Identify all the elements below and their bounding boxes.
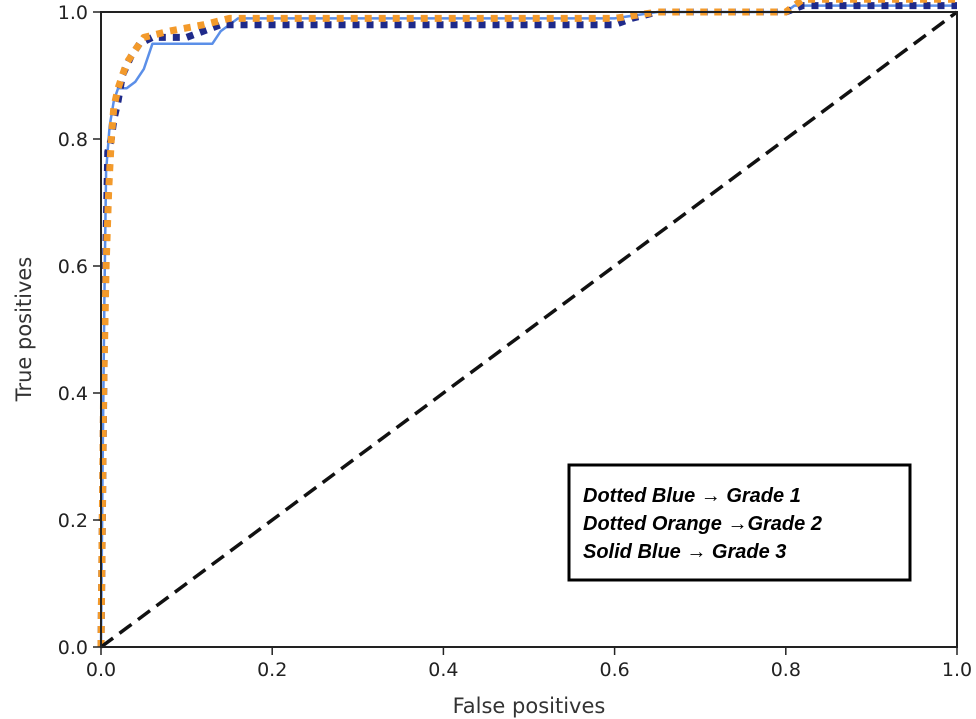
x-tick-label: 0.4 [428, 659, 458, 681]
curves-layer [97, 0, 959, 649]
y-tick-label: 0.8 [58, 129, 88, 151]
legend-box [567, 463, 912, 582]
y-tick-label: 1.0 [58, 2, 88, 24]
y-tick-label: 0.6 [58, 256, 88, 278]
legend-entry-grade-1: Dotted Blue → Grade 1 [583, 485, 801, 507]
plot-frame [100, 11, 958, 648]
x-tick-label: 0.0 [86, 659, 116, 681]
legend: Dotted Blue → Grade 1 Dotted Orange →Gra… [567, 463, 912, 582]
y-axis-title: True positives [12, 257, 36, 403]
x-tick-label: 0.2 [257, 659, 287, 681]
x-tick-label: 0.6 [599, 659, 629, 681]
grade-2-curve [97, 0, 957, 648]
x-axis-title: False positives [453, 694, 606, 718]
x-tick-label: 0.8 [771, 659, 801, 681]
x-ticks: 0.0 0.2 0.4 0.6 0.8 1.0 [86, 647, 972, 681]
y-tick-label: 0.4 [58, 383, 88, 405]
chance-diagonal [99, 10, 959, 649]
legend-entry-grade-3: Solid Blue → Grade 3 [583, 541, 786, 563]
y-ticks: 0.0 0.2 0.4 0.6 0.8 1.0 [58, 2, 101, 659]
y-tick-label: 0.2 [58, 510, 88, 532]
y-tick-label: 0.0 [58, 637, 88, 659]
x-tick-label: 1.0 [942, 659, 972, 681]
legend-entry-grade-2: Dotted Orange →Grade 2 [583, 513, 822, 535]
